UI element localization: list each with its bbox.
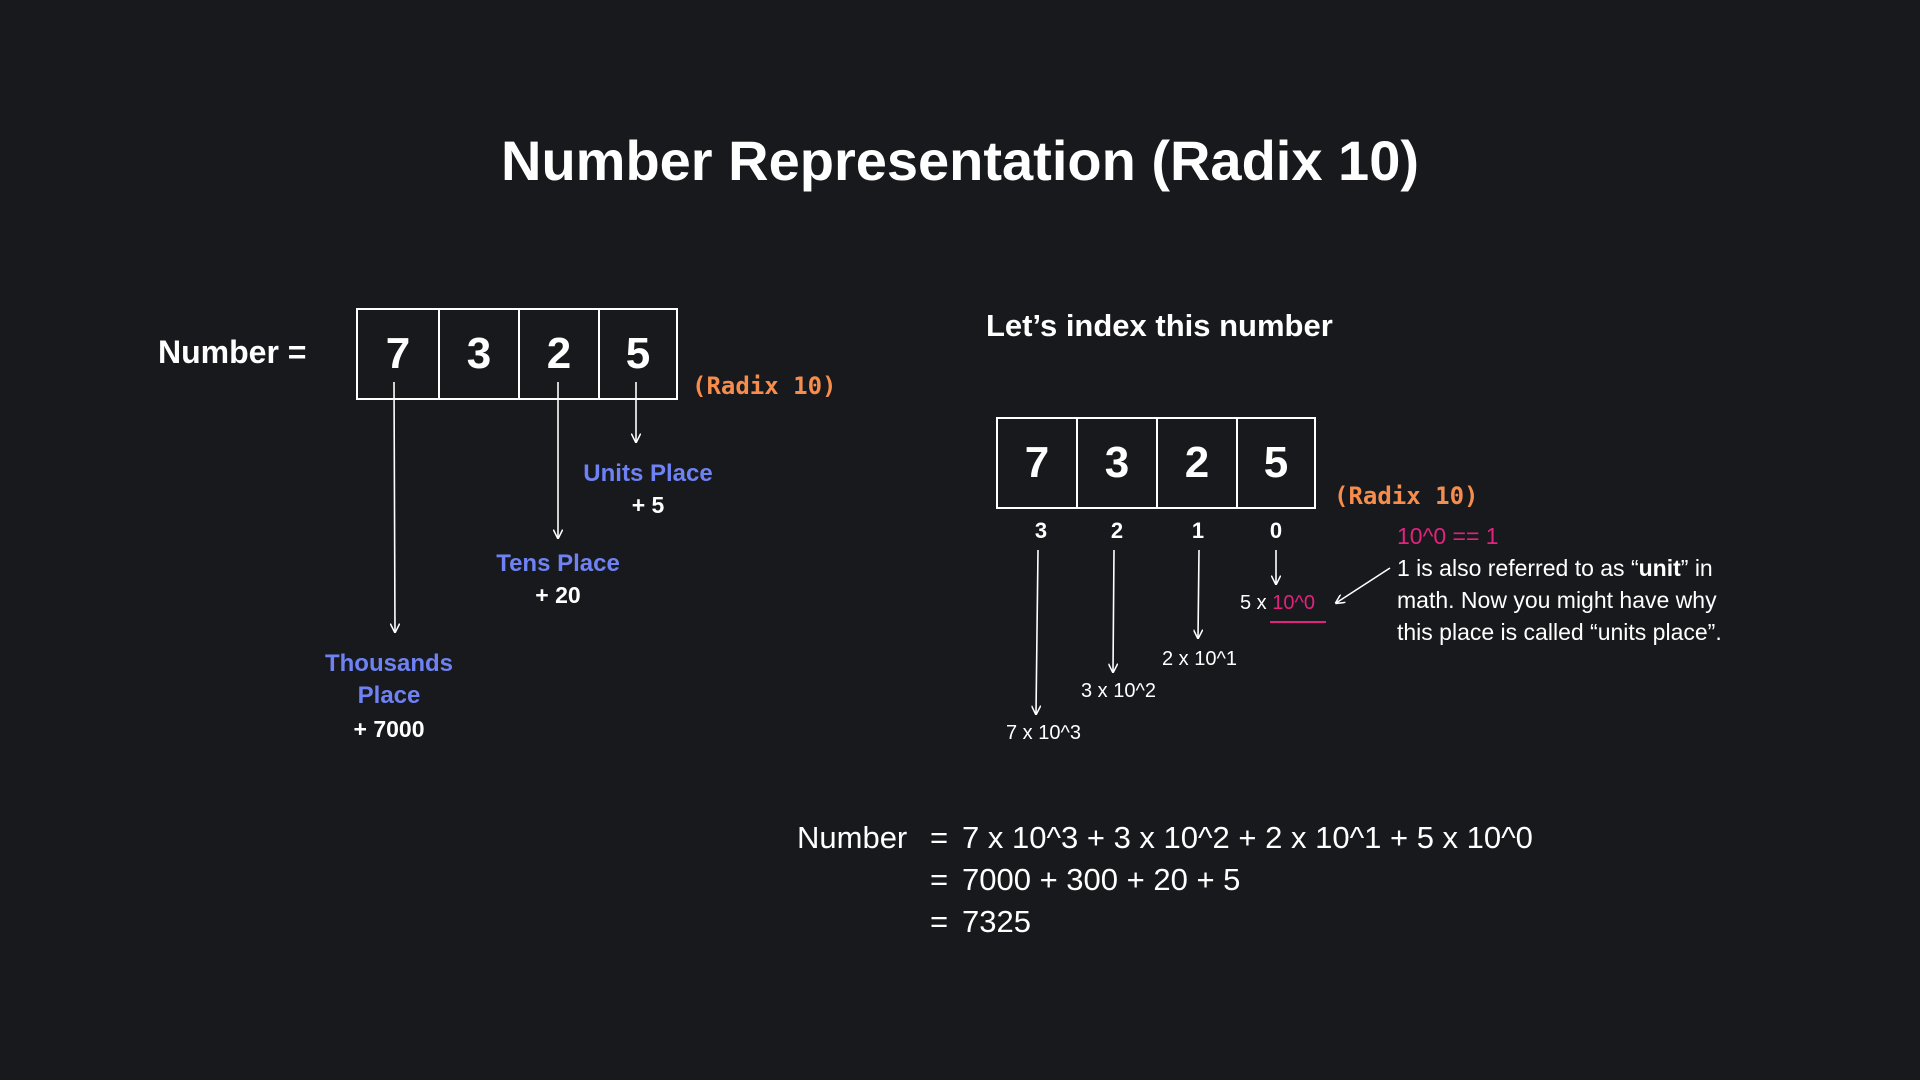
term-thousands: 7 x 10^3	[1006, 722, 1081, 744]
thousands-place-label: Thousands Place	[309, 648, 469, 712]
unit-note-line3: this place is called “units place”.	[1397, 619, 1722, 645]
term-units-power: 10^0	[1272, 592, 1316, 614]
thousands-place-value: + 7000	[353, 716, 425, 742]
digit-box: 7	[1024, 438, 1050, 487]
digit-box: 5	[598, 310, 676, 398]
arrow-index-2	[1113, 549, 1114, 672]
radix-label: (Radix 10)	[1334, 482, 1479, 510]
digit-box: 2	[518, 310, 598, 398]
term-units-prefix: 5 x	[1240, 592, 1267, 614]
arrow-index-1	[1198, 549, 1199, 638]
unit-note-text: 1 is also referred to as “	[1397, 555, 1639, 581]
arrow-note	[1336, 567, 1391, 603]
index-heading: Let’s index this number	[986, 308, 1333, 343]
equation-line2: 7000 + 300 + 20 + 5	[962, 862, 1241, 897]
left-digit-boxes: 7 3 2 5	[356, 308, 678, 400]
digit-box: 2	[1156, 419, 1236, 507]
digit-box: 3	[438, 310, 518, 398]
arrow-index-3	[1036, 549, 1038, 714]
term-tens: 2 x 10^1	[1162, 648, 1237, 670]
digit-box: 5	[1236, 419, 1314, 507]
unit-equation: 10^0 == 1	[1397, 523, 1499, 549]
arrow-thousands	[394, 381, 395, 632]
equation-equals: =	[930, 820, 949, 855]
digit-box: 7	[385, 329, 411, 378]
unit-note-text: ” in	[1680, 555, 1713, 581]
equation-equals: =	[930, 904, 949, 939]
unit-note-line2: math. Now you might have why	[1397, 587, 1717, 613]
thousands-label-line1: Thousands	[324, 650, 453, 677]
digit-box: 3	[1076, 419, 1156, 507]
page-title: Number Representation (Radix 10)	[501, 129, 1419, 192]
tens-place-value: + 20	[535, 582, 581, 608]
index-label: 0	[1269, 518, 1283, 543]
equation-equals: =	[930, 862, 949, 897]
units-place-label: Units Place	[583, 460, 713, 487]
unit-note-bold: unit	[1638, 555, 1681, 581]
radix-label: (Radix 10)	[692, 372, 837, 400]
equation-lhs: Number	[797, 820, 908, 855]
term-units: 5 x 10^0	[1240, 592, 1315, 615]
equation-line1: 7 x 10^3 + 3 x 10^2 + 2 x 10^1 + 5 x 10^…	[962, 820, 1533, 855]
index-label: 3	[1034, 518, 1048, 543]
thousands-label-line2: Place	[357, 682, 421, 709]
term-hundreds: 3 x 10^2	[1081, 680, 1156, 702]
index-label: 1	[1191, 518, 1205, 543]
number-label: Number =	[158, 334, 307, 370]
unit-note: 1 is also referred to as “unit” in math.…	[1397, 552, 1722, 648]
right-digit-boxes: 7 3 2 5	[996, 417, 1316, 509]
equation-line3: 7325	[962, 904, 1031, 939]
tens-place-label: Tens Place	[496, 550, 620, 577]
index-label: 2	[1110, 518, 1124, 543]
unit-note-line1: 1 is also referred to as “unit” in	[1397, 552, 1722, 584]
units-place-value: + 5	[631, 492, 665, 518]
